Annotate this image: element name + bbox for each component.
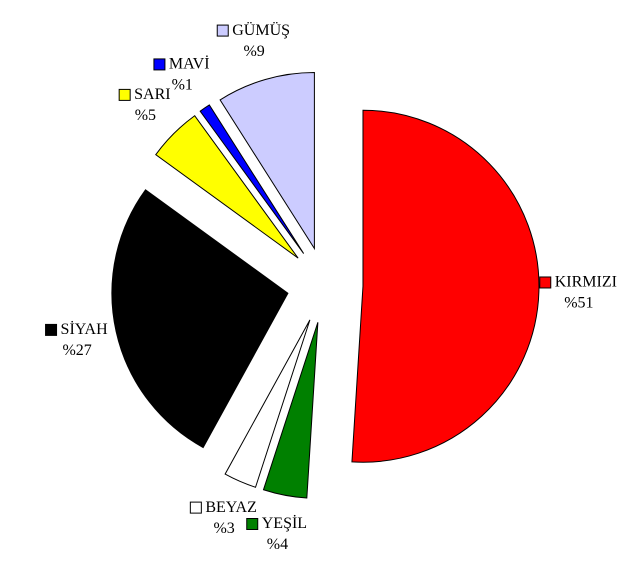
pie-slice	[262, 322, 319, 499]
data-label: SARI %5	[118, 86, 171, 124]
label-name: BEYAZ	[205, 499, 257, 516]
data-label: KIRMIZI %51	[539, 274, 617, 312]
data-label: BEYAZ %3	[189, 499, 257, 537]
pie-slice	[155, 115, 299, 259]
pie-slice	[351, 109, 540, 463]
label-value: %1	[172, 77, 193, 94]
label-name: SİYAH	[61, 320, 109, 338]
data-label: GÜMÜŞ %9	[216, 21, 290, 60]
pie-slice	[224, 319, 311, 488]
legend-key	[189, 501, 202, 514]
pie-slice	[111, 189, 289, 449]
label-name: GÜMÜŞ	[232, 21, 290, 39]
legend-key	[153, 58, 166, 71]
legend-key	[45, 323, 58, 336]
label-name: KIRMIZI	[555, 274, 617, 291]
legend-key	[246, 518, 259, 531]
label-value: %9	[243, 43, 264, 60]
label-value: %4	[267, 536, 288, 553]
label-value: %5	[135, 107, 156, 124]
data-label: YEŞİL %4	[246, 514, 307, 553]
pie-slice	[219, 72, 315, 251]
label-value: %3	[213, 520, 234, 537]
legend-key	[539, 276, 552, 289]
label-name: SARI	[134, 86, 170, 103]
label-name: YEŞİL	[262, 514, 307, 532]
data-label: MAVİ %1	[153, 55, 210, 94]
label-name: MAVİ	[169, 55, 210, 73]
data-label: SİYAH %27	[45, 320, 109, 359]
pie-slice	[199, 104, 305, 254]
legend-key	[216, 24, 229, 37]
label-value: %27	[62, 342, 91, 359]
label-value: %51	[564, 295, 593, 312]
legend-key	[118, 88, 131, 101]
